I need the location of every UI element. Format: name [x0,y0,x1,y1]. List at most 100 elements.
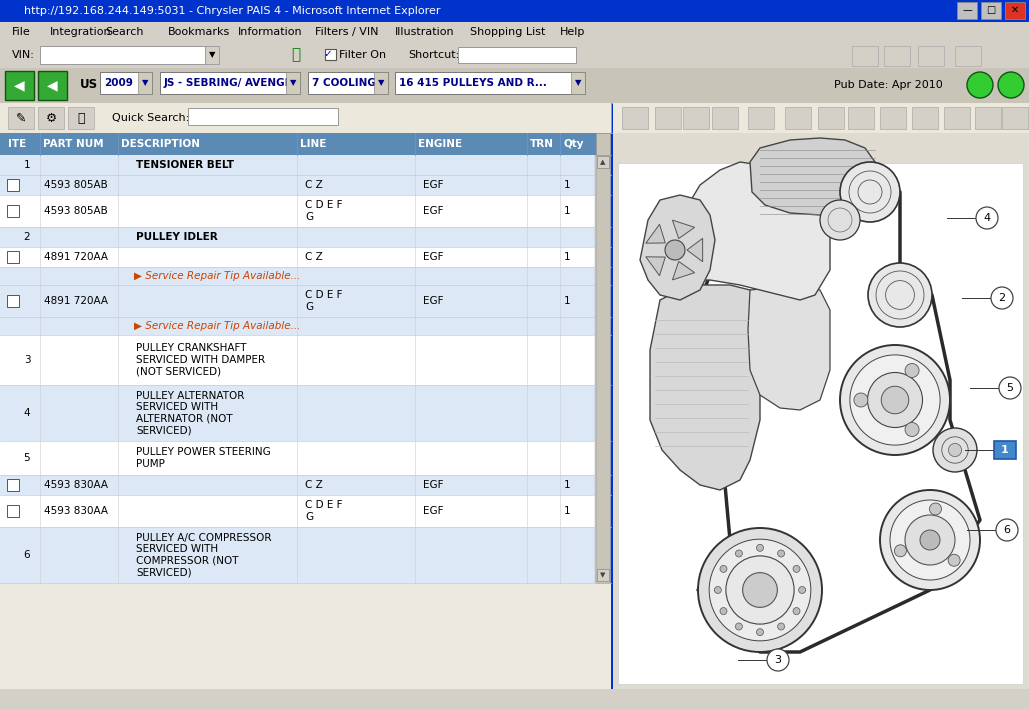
Circle shape [880,490,980,590]
Circle shape [725,556,794,624]
Text: Integration: Integration [50,27,111,37]
Bar [7,505,19,517]
Bar [595,155,610,175]
Bar [7,205,19,217]
Text: 🖨: 🖨 [77,111,84,125]
Circle shape [881,386,909,414]
Circle shape [967,72,993,98]
Bar [325,49,336,60]
Bar [308,72,388,94]
Circle shape [868,263,932,327]
Bar [0,475,595,495]
Text: 1: 1 [564,506,571,516]
Bar [975,107,1001,129]
Bar [286,72,300,94]
Bar [595,227,610,247]
Bar [596,133,610,155]
Circle shape [890,500,970,580]
Text: EGF: EGF [423,180,443,190]
Bar [595,527,610,583]
Text: TRN: TRN [530,139,554,149]
Text: Shopping List: Shopping List [470,27,545,37]
Circle shape [975,207,998,229]
Bar [188,108,338,125]
Bar [0,385,595,441]
Text: ◀: ◀ [46,78,58,92]
Text: 6: 6 [1003,525,1010,535]
Text: EGF: EGF [423,296,443,306]
Text: PULLEY A/C COMPRESSOR
SERVICED WITH
COMPRESSOR (NOT
SERVICED): PULLEY A/C COMPRESSOR SERVICED WITH COMP… [136,532,272,577]
Circle shape [743,573,777,608]
Text: 4: 4 [984,213,991,223]
Text: 5: 5 [24,453,30,463]
Bar [0,495,595,527]
Text: US: US [80,79,98,91]
Bar [0,133,611,155]
Text: 1: 1 [564,180,571,190]
Text: C Z: C Z [305,180,323,190]
Text: Information: Information [238,27,303,37]
Circle shape [720,565,726,572]
Circle shape [867,372,923,428]
Bar [374,72,388,94]
Bar [595,175,610,195]
Text: ▼: ▼ [209,50,215,60]
Circle shape [778,623,784,630]
Bar [595,285,610,317]
Bar [571,72,586,94]
Polygon shape [672,220,695,239]
Bar [5,71,34,100]
Bar [0,441,595,475]
Circle shape [996,519,1018,541]
Text: ▲: ▲ [600,159,606,165]
Text: 1: 1 [564,206,571,216]
Text: ◀: ◀ [13,78,25,92]
Circle shape [998,72,1024,98]
Bar [0,103,611,133]
Text: ✕: ✕ [1010,5,1019,15]
Text: ✓: ✓ [323,49,331,59]
Text: VIN:: VIN: [12,50,35,60]
Circle shape [714,586,721,593]
Bar [0,247,595,267]
Bar [712,107,738,129]
Bar [0,68,1029,103]
Text: Filter On: Filter On [339,50,386,60]
Bar [597,569,609,581]
Circle shape [720,608,726,615]
Circle shape [999,377,1021,399]
Bar [955,46,981,66]
Text: Bookmarks: Bookmarks [168,27,230,37]
Circle shape [709,539,811,641]
Polygon shape [670,162,830,300]
Text: Help: Help [560,27,586,37]
Text: 4: 4 [24,408,30,418]
Bar [613,133,1029,689]
Text: EGF: EGF [423,206,443,216]
Circle shape [920,530,941,550]
Bar [0,155,595,175]
Circle shape [906,423,919,437]
Bar [0,583,611,689]
Circle shape [793,565,800,572]
Text: 3: 3 [24,355,30,365]
Text: —: — [962,5,971,15]
Bar [8,107,34,129]
Circle shape [854,393,867,407]
Bar [884,46,910,66]
Bar [7,479,19,491]
Circle shape [665,240,685,260]
Text: JS - SEBRING/ AVENGER: JS - SEBRING/ AVENGER [164,78,300,88]
Text: LINE: LINE [300,139,326,149]
Text: 1: 1 [564,252,571,262]
Bar [912,107,938,129]
Text: ENGINE: ENGINE [418,139,462,149]
Circle shape [949,443,961,457]
Bar [785,107,811,129]
Text: EGF: EGF [423,506,443,516]
Text: 2: 2 [24,232,30,242]
Text: 1: 1 [1001,445,1008,455]
Text: 1: 1 [24,160,30,170]
Bar [7,179,19,191]
Bar [0,175,595,195]
